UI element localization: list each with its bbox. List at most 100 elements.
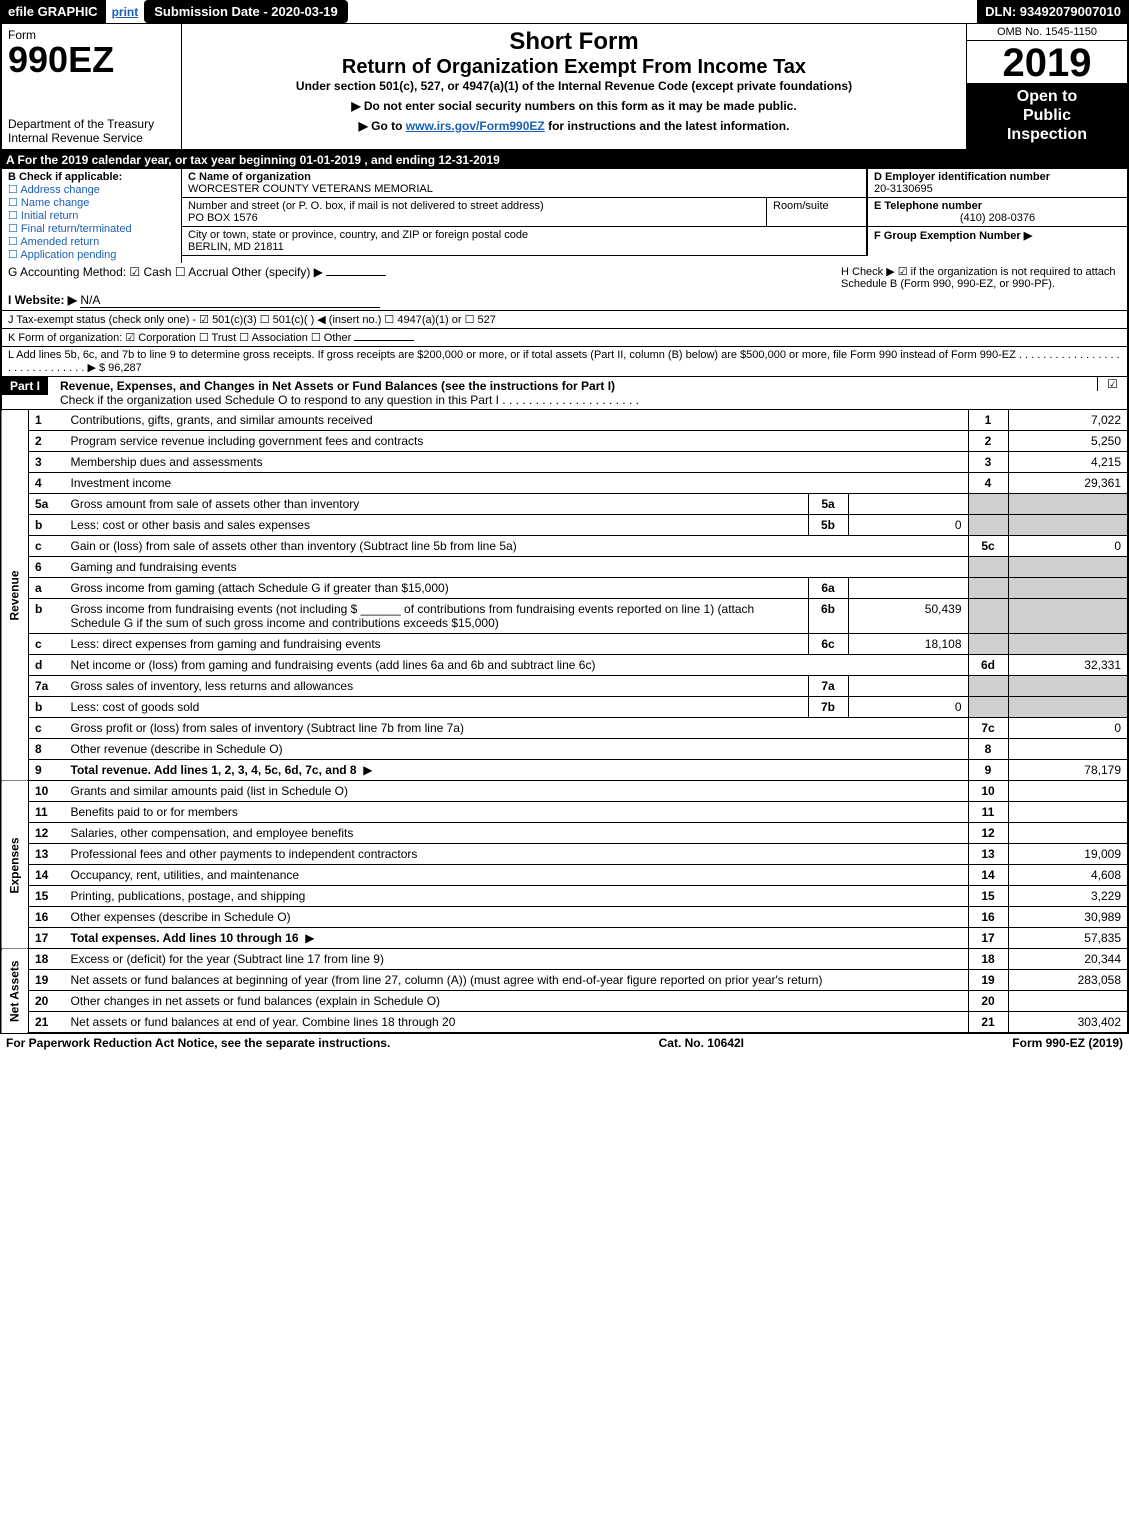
line-desc: Benefits paid to or for members bbox=[65, 801, 969, 822]
chk-address[interactable]: ☐ Address change bbox=[8, 184, 100, 196]
line-amount bbox=[1008, 598, 1128, 633]
line-ref bbox=[968, 633, 1008, 654]
table-row: 2Program service revenue including gover… bbox=[1, 430, 1128, 451]
line-no: 6 bbox=[29, 556, 65, 577]
line-amount bbox=[1008, 675, 1128, 696]
line-amount bbox=[1008, 696, 1128, 717]
line-desc: Gross income from fundraising events (no… bbox=[65, 598, 809, 633]
line-ref bbox=[968, 577, 1008, 598]
table-row: 4Investment income429,361 bbox=[1, 472, 1128, 493]
chk-pending-label: Application pending bbox=[20, 249, 116, 261]
line-amount: 30,989 bbox=[1008, 906, 1128, 927]
j-row: J Tax-exempt status (check only one) - ☑… bbox=[0, 311, 1129, 329]
city-cell: City or town, state or province, country… bbox=[182, 227, 867, 255]
header-right: OMB No. 1545-1150 2019 Open to Public In… bbox=[967, 24, 1127, 149]
room-cell: Room/suite bbox=[767, 198, 867, 226]
line-amount bbox=[1008, 738, 1128, 759]
gh-row: G Accounting Method: ☑ Cash ☐ Accrual Ot… bbox=[0, 263, 1129, 311]
table-row: 19Net assets or fund balances at beginni… bbox=[1, 969, 1128, 990]
sub-value: 50,439 bbox=[848, 598, 968, 633]
line-desc: Excess or (deficit) for the year (Subtra… bbox=[65, 949, 969, 970]
chk-initial[interactable]: ☐ Initial return bbox=[8, 210, 78, 222]
accounting-other-input[interactable] bbox=[326, 275, 386, 276]
line-amount: 29,361 bbox=[1008, 472, 1128, 493]
l-row: L Add lines 5b, 6c, and 7b to line 9 to … bbox=[0, 347, 1129, 377]
line-ref: 20 bbox=[968, 990, 1008, 1011]
sub-value bbox=[848, 577, 968, 598]
addr-label: Number and street (or P. O. box, if mail… bbox=[188, 200, 544, 212]
chk-final[interactable]: ☐ Final return/terminated bbox=[8, 223, 132, 235]
chk-pending[interactable]: ☐ Application pending bbox=[8, 249, 116, 261]
top-bar: efile GRAPHIC print Submission Date - 20… bbox=[0, 0, 1129, 24]
line-amount bbox=[1008, 822, 1128, 843]
line-ref: 14 bbox=[968, 864, 1008, 885]
line-ref: 11 bbox=[968, 801, 1008, 822]
line-ref: 12 bbox=[968, 822, 1008, 843]
table-row: Revenue1Contributions, gifts, grants, an… bbox=[1, 410, 1128, 431]
irs-link[interactable]: www.irs.gov/Form990EZ bbox=[406, 119, 545, 133]
ein-label: D Employer identification number bbox=[874, 171, 1050, 183]
netassets-table: Net Assets18Excess or (deficit) for the … bbox=[0, 949, 1129, 1034]
open3: Inspection bbox=[1007, 126, 1087, 143]
group-label: F Group Exemption Number ▶ bbox=[874, 230, 1032, 242]
line-no: 9 bbox=[29, 759, 65, 780]
line-amount: 7,022 bbox=[1008, 410, 1128, 431]
info-grid: B Check if applicable: ☐ Address change … bbox=[0, 169, 1129, 263]
table-row: 17Total expenses. Add lines 10 through 1… bbox=[1, 927, 1128, 948]
part1-header: Part I Revenue, Expenses, and Changes in… bbox=[0, 377, 1129, 410]
line-desc: Occupancy, rent, utilities, and maintena… bbox=[65, 864, 969, 885]
table-row: 5aGross amount from sale of assets other… bbox=[1, 493, 1128, 514]
line-no: d bbox=[29, 654, 65, 675]
efile-button[interactable]: efile GRAPHIC bbox=[0, 0, 106, 23]
sub-value: 0 bbox=[848, 696, 968, 717]
table-row: 15Printing, publications, postage, and s… bbox=[1, 885, 1128, 906]
phone-cell: E Telephone number (410) 208-0376 bbox=[868, 198, 1127, 227]
sub-value bbox=[848, 675, 968, 696]
line-no: 18 bbox=[29, 949, 65, 970]
table-row: 6Gaming and fundraising events bbox=[1, 556, 1128, 577]
line-desc: Gross sales of inventory, less returns a… bbox=[65, 675, 809, 696]
table-row: 9Total revenue. Add lines 1, 2, 3, 4, 5c… bbox=[1, 759, 1128, 780]
ein: 20-3130695 bbox=[874, 183, 933, 195]
line-amount bbox=[1008, 801, 1128, 822]
line-amount: 78,179 bbox=[1008, 759, 1128, 780]
return-title: Return of Organization Exempt From Incom… bbox=[190, 56, 958, 79]
table-row: 14Occupancy, rent, utilities, and mainte… bbox=[1, 864, 1128, 885]
header-left: Form 990EZ Department of the Treasury In… bbox=[2, 24, 182, 149]
footer-center: Cat. No. 10642I bbox=[659, 1036, 744, 1050]
addr: PO BOX 1576 bbox=[188, 212, 258, 224]
print-link[interactable]: print bbox=[106, 5, 145, 19]
chk-amended[interactable]: ☐ Amended return bbox=[8, 236, 99, 248]
line-ref: 8 bbox=[968, 738, 1008, 759]
line-no: 21 bbox=[29, 1011, 65, 1033]
line-no: 3 bbox=[29, 451, 65, 472]
line-desc: Salaries, other compensation, and employ… bbox=[65, 822, 969, 843]
part1-title: Revenue, Expenses, and Changes in Net As… bbox=[60, 379, 615, 393]
k-other-input[interactable] bbox=[354, 340, 414, 341]
line-amount: 5,250 bbox=[1008, 430, 1128, 451]
revenue-table: Revenue1Contributions, gifts, grants, an… bbox=[0, 410, 1129, 781]
line-desc: Investment income bbox=[65, 472, 969, 493]
table-row: 20Other changes in net assets or fund ba… bbox=[1, 990, 1128, 1011]
line-no: c bbox=[29, 535, 65, 556]
header-center: Short Form Return of Organization Exempt… bbox=[182, 24, 967, 149]
line-desc: Gain or (loss) from sale of assets other… bbox=[65, 535, 969, 556]
goto-note: ▶ Go to www.irs.gov/Form990EZ for instru… bbox=[190, 119, 958, 133]
line-desc: Contributions, gifts, grants, and simila… bbox=[65, 410, 969, 431]
phone-label: E Telephone number bbox=[874, 200, 982, 212]
line-desc: Less: cost of goods sold bbox=[65, 696, 809, 717]
line-desc: Other changes in net assets or fund bala… bbox=[65, 990, 969, 1011]
line-ref: 19 bbox=[968, 969, 1008, 990]
line-no: b bbox=[29, 598, 65, 633]
page-footer: For Paperwork Reduction Act Notice, see … bbox=[0, 1034, 1129, 1052]
line-desc: Gross income from gaming (attach Schedul… bbox=[65, 577, 809, 598]
table-row: 12Salaries, other compensation, and empl… bbox=[1, 822, 1128, 843]
part1-check[interactable]: ☑ bbox=[1097, 377, 1127, 391]
table-row: 16Other expenses (describe in Schedule O… bbox=[1, 906, 1128, 927]
line-amount bbox=[1008, 514, 1128, 535]
chk-name[interactable]: ☐ Name change bbox=[8, 197, 89, 209]
ssn-note: ▶ Do not enter social security numbers o… bbox=[190, 99, 958, 113]
chk-final-label: Final return/terminated bbox=[21, 223, 132, 235]
line-desc: Printing, publications, postage, and shi… bbox=[65, 885, 969, 906]
line-no: 1 bbox=[29, 410, 65, 431]
